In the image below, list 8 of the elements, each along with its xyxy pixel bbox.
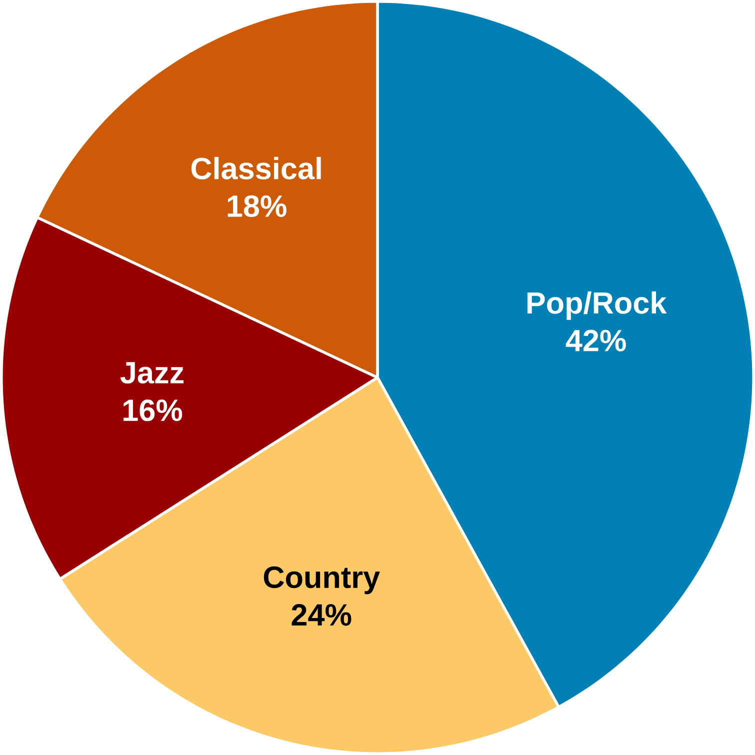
data-label: 42% [566, 330, 626, 352]
slice-label: Classical [191, 156, 321, 180]
slice-label: Jazz [120, 362, 184, 384]
data-label: 18% [228, 195, 286, 218]
slice-label: Country [264, 566, 380, 594]
slice-label: Pop/Rock [527, 291, 667, 320]
data-label: 16% [124, 399, 182, 422]
data-label: 24% [292, 604, 352, 626]
